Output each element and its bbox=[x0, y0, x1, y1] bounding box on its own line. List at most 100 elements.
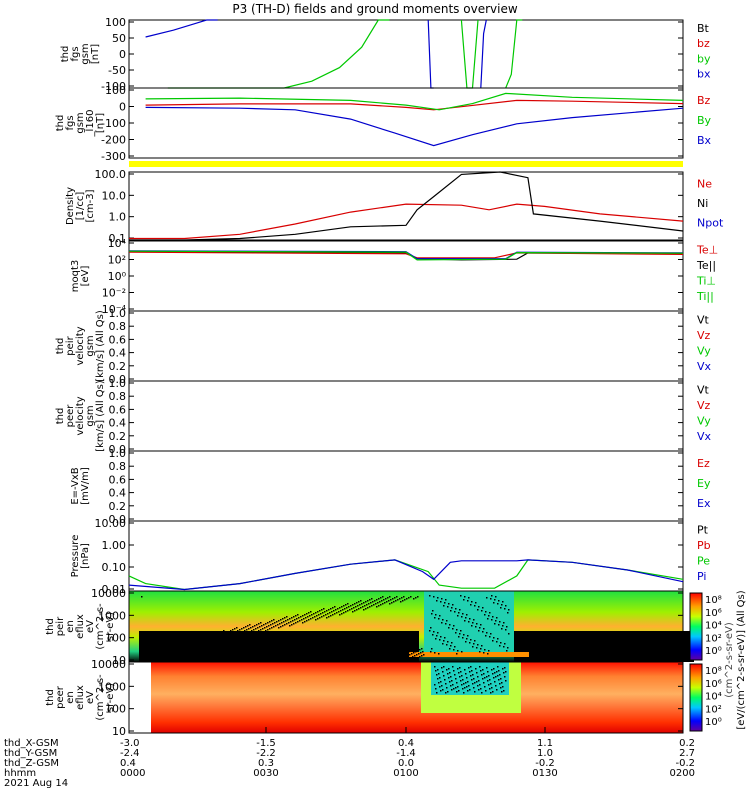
ion-noise-dot bbox=[450, 645, 452, 647]
y-axis-label-line: gsm bbox=[85, 405, 96, 426]
ion-noise-dot bbox=[394, 597, 396, 599]
y-tick-label: 0.8 bbox=[109, 390, 127, 403]
ion-noise-dot bbox=[321, 616, 323, 618]
electron-noise-dot bbox=[502, 668, 504, 670]
ion-noise-dot bbox=[473, 619, 475, 621]
y-tick-label: -100 bbox=[101, 80, 126, 93]
legend-Pb: Pb bbox=[697, 539, 711, 552]
electron-noise-dot bbox=[456, 682, 458, 684]
ion-noise-dot bbox=[230, 637, 232, 639]
ion-noise-dot bbox=[151, 645, 153, 647]
axis-row-value: 0.4 bbox=[120, 758, 136, 769]
y-tick-label: 1.0 bbox=[109, 211, 127, 224]
y-axis-label: Density [1/cc] [cm-3] bbox=[65, 187, 96, 225]
ion-noise-dot bbox=[492, 640, 494, 642]
ion-noise-dot bbox=[163, 646, 165, 648]
y-axis-label-line: [km/s] (All Qs) bbox=[95, 310, 106, 382]
colorbar bbox=[689, 592, 703, 661]
ion-noise-dot bbox=[280, 626, 282, 628]
ion-noise-dot bbox=[463, 634, 465, 636]
electron-noise-dot bbox=[465, 673, 467, 675]
figure-title: P3 (TH-D) fields and ground moments over… bbox=[232, 2, 518, 16]
ion-noise-dot bbox=[316, 615, 318, 617]
series-By bbox=[145, 92, 684, 111]
ion-noise-dot bbox=[460, 630, 462, 632]
series-Pi bbox=[128, 559, 684, 591]
ion-noise-dot bbox=[207, 638, 209, 640]
ion-noise-dot bbox=[160, 644, 162, 646]
ion-noise-dot bbox=[407, 655, 409, 657]
ion-noise-dot bbox=[447, 606, 449, 608]
legend-Bz: Bz bbox=[697, 94, 711, 107]
ion-noise-dot bbox=[410, 596, 412, 598]
y-tick-label: 10⁴ bbox=[108, 237, 127, 250]
electron-noise-dot bbox=[447, 691, 449, 693]
ion-noise-dot bbox=[296, 618, 298, 620]
ion-noise-dot bbox=[208, 634, 210, 636]
ion-noise-dot bbox=[338, 611, 340, 613]
ion-noise-dot bbox=[442, 643, 444, 645]
ion-noise-dot bbox=[171, 649, 173, 651]
legend-Ti⊥: Ti⊥ bbox=[696, 275, 716, 288]
electron-noise-dot bbox=[494, 681, 496, 683]
electron-noise-dot bbox=[493, 668, 495, 670]
ion-noise-dot bbox=[287, 619, 289, 621]
electron-noise-dot bbox=[449, 681, 451, 683]
ion-noise-dot bbox=[197, 636, 199, 638]
electron-noise-dot bbox=[484, 686, 486, 688]
ion-noise-dot bbox=[291, 624, 293, 626]
electron-noise-dot bbox=[444, 679, 446, 681]
ion-noise-dot bbox=[445, 599, 447, 601]
ion-noise-dot bbox=[334, 606, 336, 608]
ion-noise-dot bbox=[432, 634, 434, 636]
ion-noise-dot bbox=[459, 609, 461, 611]
ion-noise-dot bbox=[334, 613, 336, 615]
ion-noise-dot bbox=[143, 649, 145, 651]
ion-noise-dot bbox=[321, 609, 323, 611]
electron-noise-dot bbox=[466, 686, 468, 688]
ion-noise-dot bbox=[435, 638, 437, 640]
panel-pressure: 10.00 1.00 0.10 0.01 Pressure [nPa] Pt Pb Pe Pi bbox=[70, 517, 711, 596]
ion-noise-dot bbox=[448, 603, 450, 605]
ion-noise-dot bbox=[404, 599, 406, 601]
ion-noise-dot bbox=[322, 612, 324, 614]
ion-noise-dot bbox=[286, 616, 288, 618]
ion-noise-dot bbox=[453, 625, 455, 627]
ion-noise-dot bbox=[404, 653, 406, 655]
y-axis-label-line: gsm bbox=[75, 112, 86, 133]
electron-noise-dot bbox=[440, 681, 442, 683]
ion-noise-dot bbox=[147, 654, 149, 656]
ion-noise-dot bbox=[192, 642, 194, 644]
y-tick-label: 0.8 bbox=[109, 320, 127, 333]
ion-noise-dot bbox=[198, 639, 200, 641]
ion-noise-dot bbox=[285, 620, 287, 622]
y-axis-label-line: gsm bbox=[85, 335, 96, 356]
colorbar-label-text: [eV/(cm^2-s-sr-eV)] (All Qs) bbox=[736, 590, 747, 729]
y-tick-label: 10⁰ bbox=[108, 270, 127, 283]
electron-noise-dot bbox=[471, 670, 473, 672]
ion-noise-dot bbox=[437, 632, 439, 634]
y-tick-label: 0.4 bbox=[109, 487, 127, 500]
ion-noise-dot bbox=[278, 620, 280, 622]
ion-noise-dot bbox=[399, 598, 401, 600]
date-label: 2021 Aug 14 bbox=[4, 778, 68, 789]
ion-noise-dot bbox=[151, 652, 153, 654]
ion-noise-dot bbox=[364, 605, 366, 607]
ion-noise-dot bbox=[209, 637, 211, 639]
ion-noise-dot bbox=[454, 611, 456, 613]
ion-noise-dot bbox=[464, 596, 466, 598]
series-by-3 bbox=[505, 19, 523, 89]
electron-noise-dot bbox=[438, 682, 440, 684]
ion-noise-dot bbox=[486, 632, 488, 634]
ion-noise-dot bbox=[167, 644, 169, 646]
ion-noise-dot bbox=[505, 629, 507, 631]
ion-noise-dot bbox=[146, 651, 148, 653]
y-axis-label: thd peir en eflux eV (cm^2-s-sr-eV) bbox=[45, 603, 116, 650]
colorbar-tick-label: 10⁸ bbox=[705, 595, 722, 606]
ion-noise-dot bbox=[421, 655, 423, 657]
ion-noise-dot bbox=[249, 624, 251, 626]
ion-noise-dot bbox=[370, 602, 372, 604]
legend-By: By bbox=[697, 114, 712, 127]
